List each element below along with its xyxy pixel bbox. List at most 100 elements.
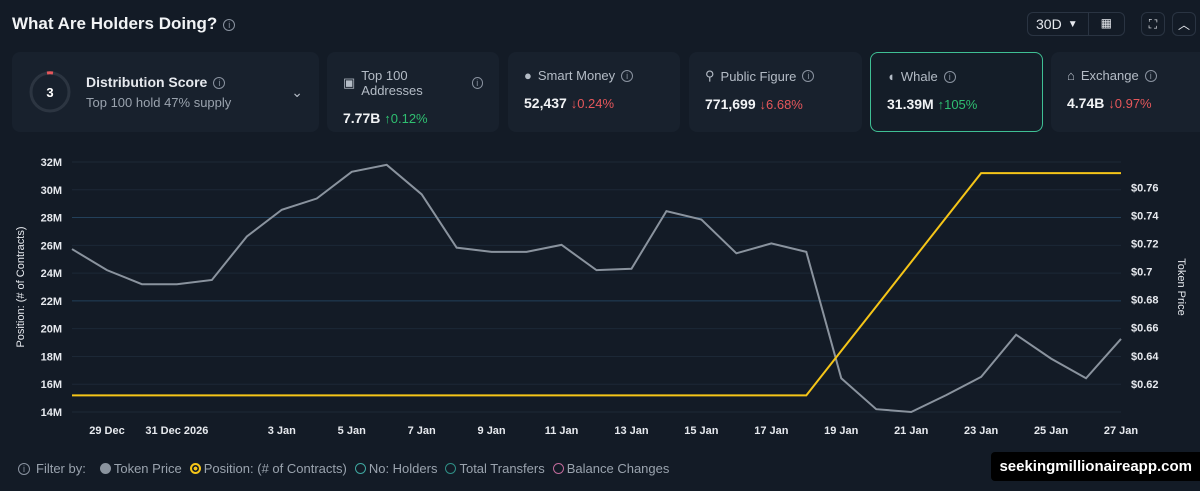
info-icon[interactable]: i (213, 77, 226, 90)
card-value-text: 52,437 (524, 95, 567, 111)
card-label-text: Exchange (1080, 68, 1139, 83)
x-tick-label: 11 Jan (545, 425, 579, 437)
x-tick-label: 23 Jan (964, 425, 999, 437)
card-value: 31.39M ↑105% (887, 96, 1026, 112)
score-value: 3 (46, 85, 53, 100)
podium-icon: ⚲ (705, 68, 715, 83)
data-point (351, 394, 353, 396)
legend-dot-icon (445, 463, 457, 474)
legend-item[interactable]: Balance Changes (545, 461, 669, 476)
data-point (770, 242, 772, 244)
y-tick-label: 26M (41, 240, 62, 252)
data-point (1015, 172, 1017, 174)
card-label: ⌂ Exchange i (1067, 68, 1195, 83)
up-arrow-icon: ↑ (937, 97, 945, 112)
card-value-text: 771,699 (705, 96, 756, 112)
distribution-score-card[interactable]: 3 Distribution Score i Top 100 hold 47% s… (12, 52, 319, 132)
legend-label: Token Price (113, 461, 182, 476)
legend-dot-icon (189, 463, 201, 474)
legend-label: Position: (# of Contracts) (203, 461, 347, 476)
data-point (945, 394, 947, 396)
x-tick-label: 29 Dec (89, 425, 124, 437)
range-select[interactable]: 30D ▼ ▦ (1027, 12, 1125, 36)
card-label-text: Public Figure (720, 68, 797, 84)
y-right-tick-label: $0.74 (1131, 210, 1159, 222)
data-point (1085, 172, 1087, 174)
info-icon[interactable]: i (223, 18, 236, 31)
metric-card-public-figure[interactable]: ⚲ Public Figure i 771,699 ↓6.68% (689, 52, 862, 132)
legend-item[interactable]: Total Transfers (437, 461, 545, 476)
calendar-icon[interactable]: ▦ (1087, 12, 1112, 36)
y-tick-label: 24M (41, 268, 62, 280)
data-point (875, 305, 877, 307)
info-icon[interactable]: i (471, 77, 483, 89)
data-point (491, 394, 493, 396)
y-tick-label: 32M (41, 157, 62, 169)
card-label: ● Smart Money i (524, 68, 664, 83)
metric-card-whale[interactable]: ◖ Whale i 31.39M ↑105% (870, 52, 1043, 132)
legend-item[interactable]: No: Holders (347, 461, 438, 476)
info-icon: i (18, 462, 30, 475)
data-point (596, 394, 598, 396)
data-point (421, 394, 423, 396)
x-tick-label: 15 Jan (684, 425, 719, 437)
info-icon[interactable]: i (1144, 69, 1157, 82)
data-point (805, 251, 807, 253)
y-tick-label: 28M (41, 213, 62, 225)
metric-card-top-100-addresses[interactable]: ▣ Top 100 Addresses i 7.77B ↑0.12% (327, 52, 499, 132)
legend-item[interactable]: Position: (# of Contracts) (182, 461, 347, 476)
up-arrow-icon: ↑ (384, 111, 391, 126)
data-point (71, 394, 73, 396)
bank-icon: ⌂ (1067, 68, 1075, 83)
legend-item[interactable]: Token Price (92, 461, 182, 476)
info-icon[interactable]: i (621, 69, 634, 82)
collapse-button[interactable]: ︿ (1172, 12, 1196, 36)
data-point (246, 235, 248, 237)
data-point (106, 269, 108, 271)
card-label: ▣ Top 100 Addresses i (343, 68, 483, 98)
data-point (491, 251, 493, 253)
info-icon[interactable]: i (943, 70, 956, 83)
x-tick-label: 13 Jan (614, 425, 649, 437)
data-point (561, 394, 563, 396)
fullscreen-button[interactable]: ⛶ (1141, 12, 1165, 36)
y-right-tick-label: $0.62 (1131, 379, 1159, 391)
data-point (211, 394, 213, 396)
data-point (1085, 377, 1087, 379)
data-point (246, 394, 248, 396)
chevron-down-icon[interactable]: ⌄ (291, 83, 303, 100)
metric-card-exchange[interactable]: ⌂ Exchange i 4.74B ↓0.97% (1051, 52, 1200, 132)
data-point (71, 248, 73, 250)
y-axis-title: Position: (# of Contracts) (15, 226, 27, 347)
data-point (141, 394, 143, 396)
card-label-text: Smart Money (537, 68, 616, 83)
money-icon: ▣ (343, 75, 356, 90)
page-title: What Are Holders Doing? i (12, 14, 236, 34)
info-icon[interactable]: i (802, 70, 815, 82)
card-change: 0.24% (577, 96, 615, 111)
card-change: 0.12% (390, 111, 428, 126)
sunglasses-icon: ● (524, 68, 532, 83)
card-label-text: Top 100 Addresses (361, 68, 423, 98)
y-tick-label: 18M (41, 351, 62, 363)
y-right-tick-label: $0.7 (1131, 267, 1152, 279)
data-point (1015, 334, 1017, 336)
x-tick-label: 17 Jan (754, 425, 789, 437)
legend-label: No: Holders (368, 461, 438, 476)
data-point (351, 171, 353, 173)
legend-dot-icon (354, 463, 366, 474)
y-right-tick-label: $0.66 (1131, 323, 1159, 335)
score-gauge: 3 (29, 71, 71, 113)
data-point (176, 394, 178, 396)
card-value: 771,699 ↓6.68% (705, 96, 846, 112)
metric-card-smart-money[interactable]: ● Smart Money i 52,437 ↓0.24% (508, 52, 680, 132)
data-point (665, 394, 667, 396)
y-right-tick-label: $0.68 (1131, 295, 1159, 307)
y-tick-label: 20M (41, 324, 62, 336)
data-point (526, 394, 528, 396)
legend-dot-icon (99, 463, 111, 474)
legend-dot-icon (552, 463, 564, 474)
data-point (700, 394, 702, 396)
x-tick-label: 7 Jan (408, 425, 436, 437)
data-point (945, 217, 947, 219)
